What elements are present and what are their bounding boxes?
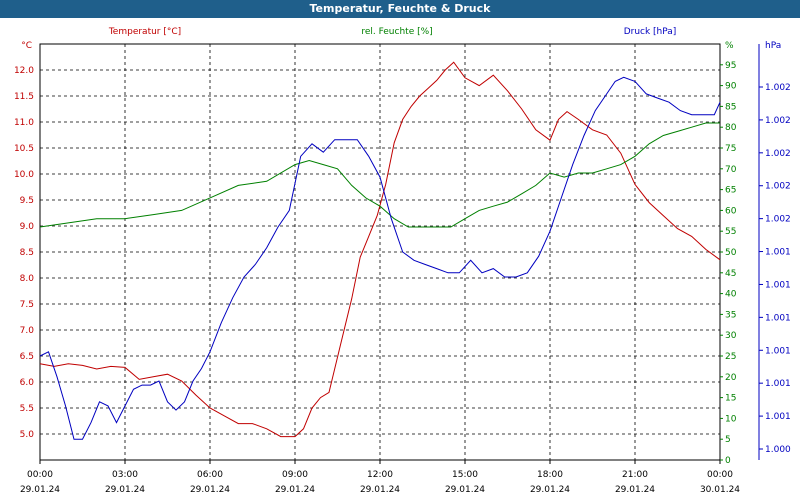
x-tick-date: 29.01.24 [275,485,315,495]
y-right-tick-label: 60 [725,206,737,216]
y-pressure-tick-label: 1.001 [765,412,791,422]
x-tick-date: 30.01.24 [700,485,740,495]
y-right-tick-label: 25 [725,352,736,362]
legend-pressure: Druck [hPa] [624,27,677,37]
y-left-tick-label: 10.0 [14,170,34,180]
y-left-tick-label: 9.5 [20,196,34,206]
y-right-tick-label: 30 [725,331,737,341]
x-tick-time: 09:00 [282,470,308,480]
y-pressure-tick-label: 1.001 [765,280,791,290]
y-left-tick-label: 11.5 [14,92,34,102]
y-right-unit: % [725,41,734,51]
x-tick-time: 00:00 [707,470,733,480]
y-left-tick-label: 8.5 [20,248,34,258]
y-pressure-tick-label: 1.000 [765,445,791,455]
x-tick-date: 29.01.24 [530,485,570,495]
x-tick-time: 21:00 [622,470,648,480]
legend-temperature: Temperatur [°C] [108,27,181,37]
y-pressure-tick-label: 1.002 [765,149,791,159]
y-pressure-tick-label: 1.001 [765,346,791,356]
y-left-tick-label: 12.0 [14,66,34,76]
y-right-tick-label: 20 [725,373,737,383]
series-layer [39,61,721,440]
y-right-tick-label: 75 [725,144,736,154]
series-line-humidity [39,122,720,228]
y-pressure-unit: hPa [765,41,781,51]
y-pressure-tick-label: 1.001 [765,248,791,258]
y-left-unit: °C [21,41,32,51]
y-pressure-tick-label: 1.002 [765,215,791,225]
y-right-tick-label: 0 [725,456,731,466]
x-tick-time: 06:00 [197,470,223,480]
x-tick-date: 29.01.24 [360,485,400,495]
y-right-tick-label: 5 [725,435,731,445]
y-left-tick-label: 7.0 [20,326,35,336]
y-right-tick-label: 70 [725,165,737,175]
x-tick-time: 15:00 [452,470,478,480]
y-pressure-tick-label: 1.001 [765,379,791,389]
x-tick-date: 29.01.24 [445,485,485,495]
y-right-tick-label: 40 [725,290,737,300]
y-right-tick-label: 65 [725,186,736,196]
y-left-tick-label: 8.0 [20,274,35,284]
legend-humidity: rel. Feuchte [%] [361,27,432,37]
legend: Temperatur [°C] rel. Feuchte [%] Druck [… [21,27,781,51]
y-left-tick-label: 7.5 [20,300,34,310]
x-tick-date: 29.01.24 [615,485,655,495]
y-right-tick-label: 95 [725,61,736,71]
series-line-pressure [39,76,721,440]
y-right-tick-label: 50 [725,248,737,258]
x-tick-date: 29.01.24 [190,485,230,495]
y-left-tick-label: 9.0 [20,222,35,232]
y-pressure-tick-label: 1.002 [765,83,791,93]
y-left-tick-label: 6.0 [20,378,35,388]
y-right-tick-label: 55 [725,227,736,237]
y-right-tick-label: 45 [725,269,736,279]
y-pressure-tick-label: 1.001 [765,313,791,323]
x-tick-date: 29.01.24 [105,485,145,495]
x-tick-time: 12:00 [367,470,393,480]
y-left-tick-label: 10.5 [14,144,34,154]
x-tick-time: 03:00 [112,470,138,480]
x-tick-time: 18:00 [537,470,563,480]
y-right-tick-label: 10 [725,414,737,424]
y-right-tick-label: 85 [725,102,736,112]
y-right-tick-label: 80 [725,123,737,133]
grid [40,44,720,460]
y-left-tick-label: 5.5 [20,404,34,414]
x-tick-date: 29.01.24 [20,485,60,495]
y-right-tick-label: 35 [725,310,736,320]
y-pressure-tick-label: 1.002 [765,182,791,192]
window-title: Temperatur, Feuchte & Druck [0,0,800,18]
y-left-tick-label: 11.0 [14,118,34,128]
y-pressure-tick-label: 1.002 [765,116,791,126]
y-left-tick-label: 6.5 [20,352,34,362]
y-right-tick-label: 15 [725,394,736,404]
x-tick-time: 00:00 [27,470,53,480]
y-left-tick-label: 5.0 [20,430,35,440]
y-right-tick-label: 90 [725,82,737,92]
axes: 00:00 29.01.24 03:00 29.01.24 06:00 29.01.24 0… [14,44,791,495]
